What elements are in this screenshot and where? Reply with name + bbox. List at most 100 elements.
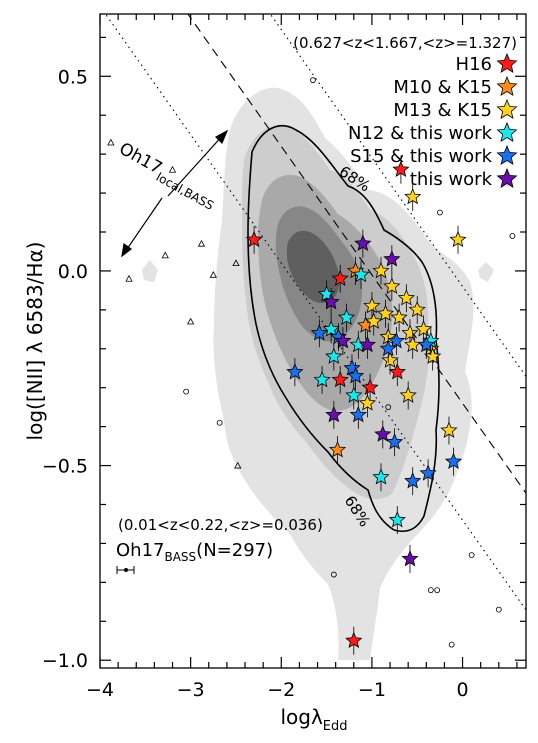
highz-range-label: (0.627<z<1.667,<z>=1.327)	[293, 34, 517, 52]
relation-lines	[104, 14, 526, 611]
contour-outlier-patch	[478, 262, 494, 282]
x-tick-label: −1	[358, 679, 386, 701]
data-star	[322, 293, 340, 310]
data-star	[388, 363, 406, 380]
x-tick-label: 0	[457, 679, 469, 701]
data-star	[325, 347, 343, 364]
legend-label: M10 & K15	[393, 77, 492, 98]
relation-scatter-lower	[104, 14, 526, 611]
data-star	[397, 289, 415, 306]
data-star	[331, 370, 349, 388]
lowz-point	[183, 388, 190, 395]
legend-star	[496, 52, 518, 73]
lowz-point	[216, 419, 223, 426]
legend-label: N12 & this work	[348, 123, 493, 144]
x-tick-label: −4	[86, 679, 114, 701]
lowz-point	[434, 587, 441, 594]
data-star	[449, 230, 467, 248]
data-star	[408, 300, 426, 318]
legend-label: this work	[410, 169, 493, 190]
data-star	[419, 464, 437, 481]
lowz-point	[197, 239, 206, 247]
data-star	[313, 370, 331, 388]
data-star	[401, 549, 419, 567]
data-star	[372, 261, 390, 279]
x-tick-label: −2	[267, 679, 295, 701]
relation-arrows	[121, 129, 229, 258]
lowz-point	[436, 209, 443, 216]
lowz-point	[107, 138, 115, 146]
data-stars	[245, 155, 467, 655]
data-star	[358, 335, 376, 353]
data-star	[387, 331, 405, 349]
legend-star	[496, 144, 518, 165]
lowz-point	[161, 251, 169, 259]
arrow-up-head	[215, 129, 229, 145]
relation-label: Oh17local,BASS	[114, 139, 221, 213]
data-star	[383, 277, 401, 294]
lowz-point	[448, 641, 455, 648]
y-tick-label: 0.5	[58, 66, 88, 88]
data-star	[388, 511, 406, 528]
data-star	[245, 230, 263, 248]
data-star	[376, 304, 395, 322]
data-star	[334, 331, 352, 349]
data-star	[328, 440, 347, 458]
lowz-sample-points	[107, 77, 516, 648]
data-star	[424, 347, 442, 364]
legend-label: S15 & this work	[350, 146, 493, 167]
data-star	[345, 631, 363, 649]
y-tick-label: 0.0	[58, 261, 88, 283]
data-star	[417, 335, 435, 353]
lowz-point	[125, 274, 133, 282]
contour-outlier-patch	[142, 260, 158, 282]
data-star	[322, 320, 340, 337]
data-star	[325, 405, 343, 423]
legend-star	[496, 121, 518, 142]
legend-label: H16	[456, 54, 492, 75]
lowz-point	[232, 259, 240, 267]
lowz-point	[186, 317, 195, 325]
data-star	[361, 378, 379, 396]
data-star	[379, 339, 397, 357]
data-star	[372, 468, 390, 485]
lowz-point	[468, 552, 475, 559]
data-star	[444, 452, 463, 470]
lowz-point	[427, 587, 434, 594]
data-star	[386, 433, 404, 450]
data-star	[399, 386, 417, 403]
data-star	[440, 421, 458, 438]
typical-error-bar	[116, 566, 135, 574]
data-star	[345, 386, 363, 403]
lowz-point	[495, 606, 502, 613]
data-star	[352, 265, 370, 283]
lowz-point	[509, 232, 516, 239]
y-axis-label: log([NII] λ 6583/Hα)	[23, 242, 47, 441]
lowz-point	[168, 165, 177, 173]
legend-label: M13 & K15	[393, 100, 492, 121]
data-star	[383, 250, 401, 267]
data-star	[415, 320, 433, 337]
arrow-up-line	[167, 133, 225, 197]
data-star	[349, 405, 367, 423]
data-star	[310, 324, 328, 341]
data-star	[347, 366, 365, 384]
y-tick-label: −1.0	[42, 650, 88, 672]
density-contours	[142, 87, 494, 660]
lowz-point	[385, 404, 392, 411]
data-star	[365, 312, 383, 329]
relation-scatter-upper	[269, 14, 526, 377]
lowz-point	[209, 270, 217, 278]
legend-star	[496, 98, 518, 119]
data-star	[286, 363, 304, 380]
x-axis-label: logλEdd	[280, 705, 347, 734]
data-star	[392, 160, 410, 178]
sample-label: Oh17BASS(N=297)	[116, 540, 273, 564]
legend-star	[496, 167, 518, 188]
contour-68-line	[247, 125, 440, 532]
lowz-point	[310, 77, 316, 84]
y-tick-label: −0.5	[42, 456, 88, 478]
data-star	[331, 269, 349, 287]
lowz-range-label: (0.01<z<0.22,<z>=0.036)	[118, 516, 323, 534]
